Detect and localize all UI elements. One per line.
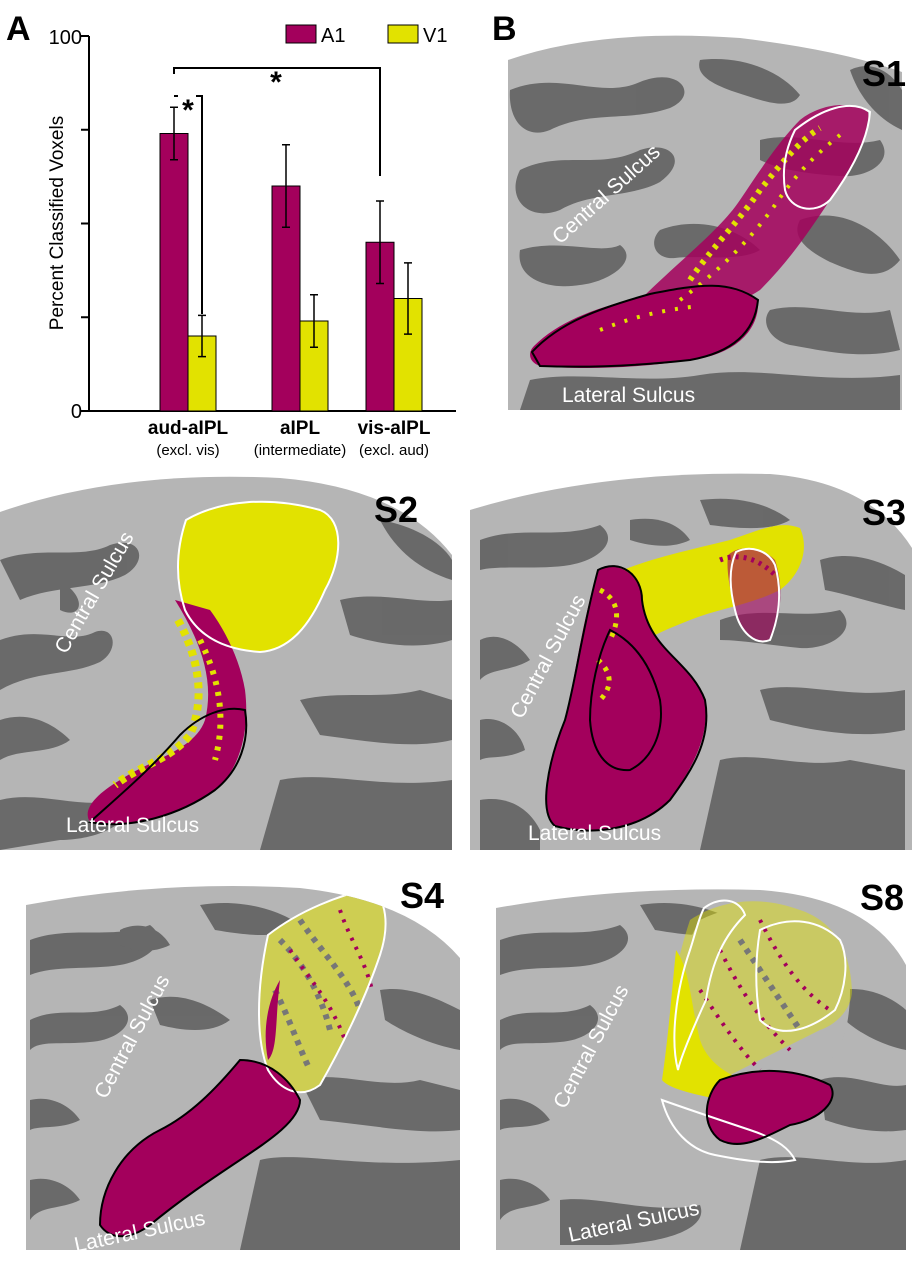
- subject-label-s4: S4: [400, 875, 444, 916]
- bar-a1-2: [271, 185, 301, 412]
- significance-star-inner: *: [182, 94, 194, 127]
- legend-label-a1: A1: [321, 25, 345, 47]
- significance-bracket-inner: [174, 95, 203, 314]
- panel-b-label: B: [492, 10, 517, 48]
- error-bar-v1-3: [404, 262, 412, 335]
- significance-star-outer: *: [270, 66, 282, 99]
- significance-bracket-outer: [173, 67, 381, 176]
- brain-surface-s3: Central Sulcus Lateral Sulcus S3: [470, 473, 912, 850]
- lateral-sulcus-label-s3: Lateral Sulcus: [528, 822, 661, 845]
- category-label: vis-aIPL: [358, 418, 431, 439]
- brain-surface-s2: Central Sulcus Lateral Sulcus S2: [0, 476, 452, 850]
- category-sublabel: (excl. vis): [156, 442, 219, 459]
- error-bar-a1-1: [170, 106, 178, 161]
- lateral-sulcus-label-s2: Lateral Sulcus: [66, 814, 199, 837]
- category-label: aud-aIPL: [148, 418, 229, 439]
- error-bar-v1-1: [198, 314, 206, 358]
- error-bar-a1-2: [282, 144, 290, 228]
- category-sublabel: (intermediate): [254, 442, 347, 459]
- subject-label-s1: S1: [862, 53, 906, 94]
- category-label: aIPL: [280, 418, 321, 439]
- bar-a1-1: [159, 133, 189, 412]
- error-bar-v1-2: [310, 294, 318, 348]
- bar-chart: 100 0 Percent Classified Voxels aud-aIPL…: [47, 24, 456, 459]
- brain-surface-s1: Central Sulcus Lateral Sulcus S1: [508, 35, 906, 410]
- panel-a-label: A: [6, 10, 31, 48]
- subject-label-s8: S8: [860, 877, 904, 918]
- y-axis-label: Percent Classified Voxels: [47, 116, 68, 330]
- legend-label-v1: V1: [423, 25, 447, 47]
- brain-surface-s8: Central Sulcus Lateral Sulcus S8: [496, 877, 906, 1250]
- subject-label-s3: S3: [862, 492, 906, 533]
- bar-v1-1: [187, 335, 217, 412]
- y-tick-label-0: 0: [71, 401, 82, 423]
- lateral-sulcus-label-s1: Lateral Sulcus: [562, 384, 695, 407]
- category-sublabel: (excl. aud): [359, 442, 429, 459]
- error-bar-a1-3: [376, 200, 384, 285]
- subject-label-s2: S2: [374, 489, 418, 530]
- legend-swatch-v1: [387, 24, 419, 44]
- y-tick-label-100: 100: [49, 27, 82, 49]
- brain-surface-s4: Central Sulcus Lateral Sulcus S4: [26, 875, 460, 1250]
- legend-swatch-a1: [285, 24, 317, 44]
